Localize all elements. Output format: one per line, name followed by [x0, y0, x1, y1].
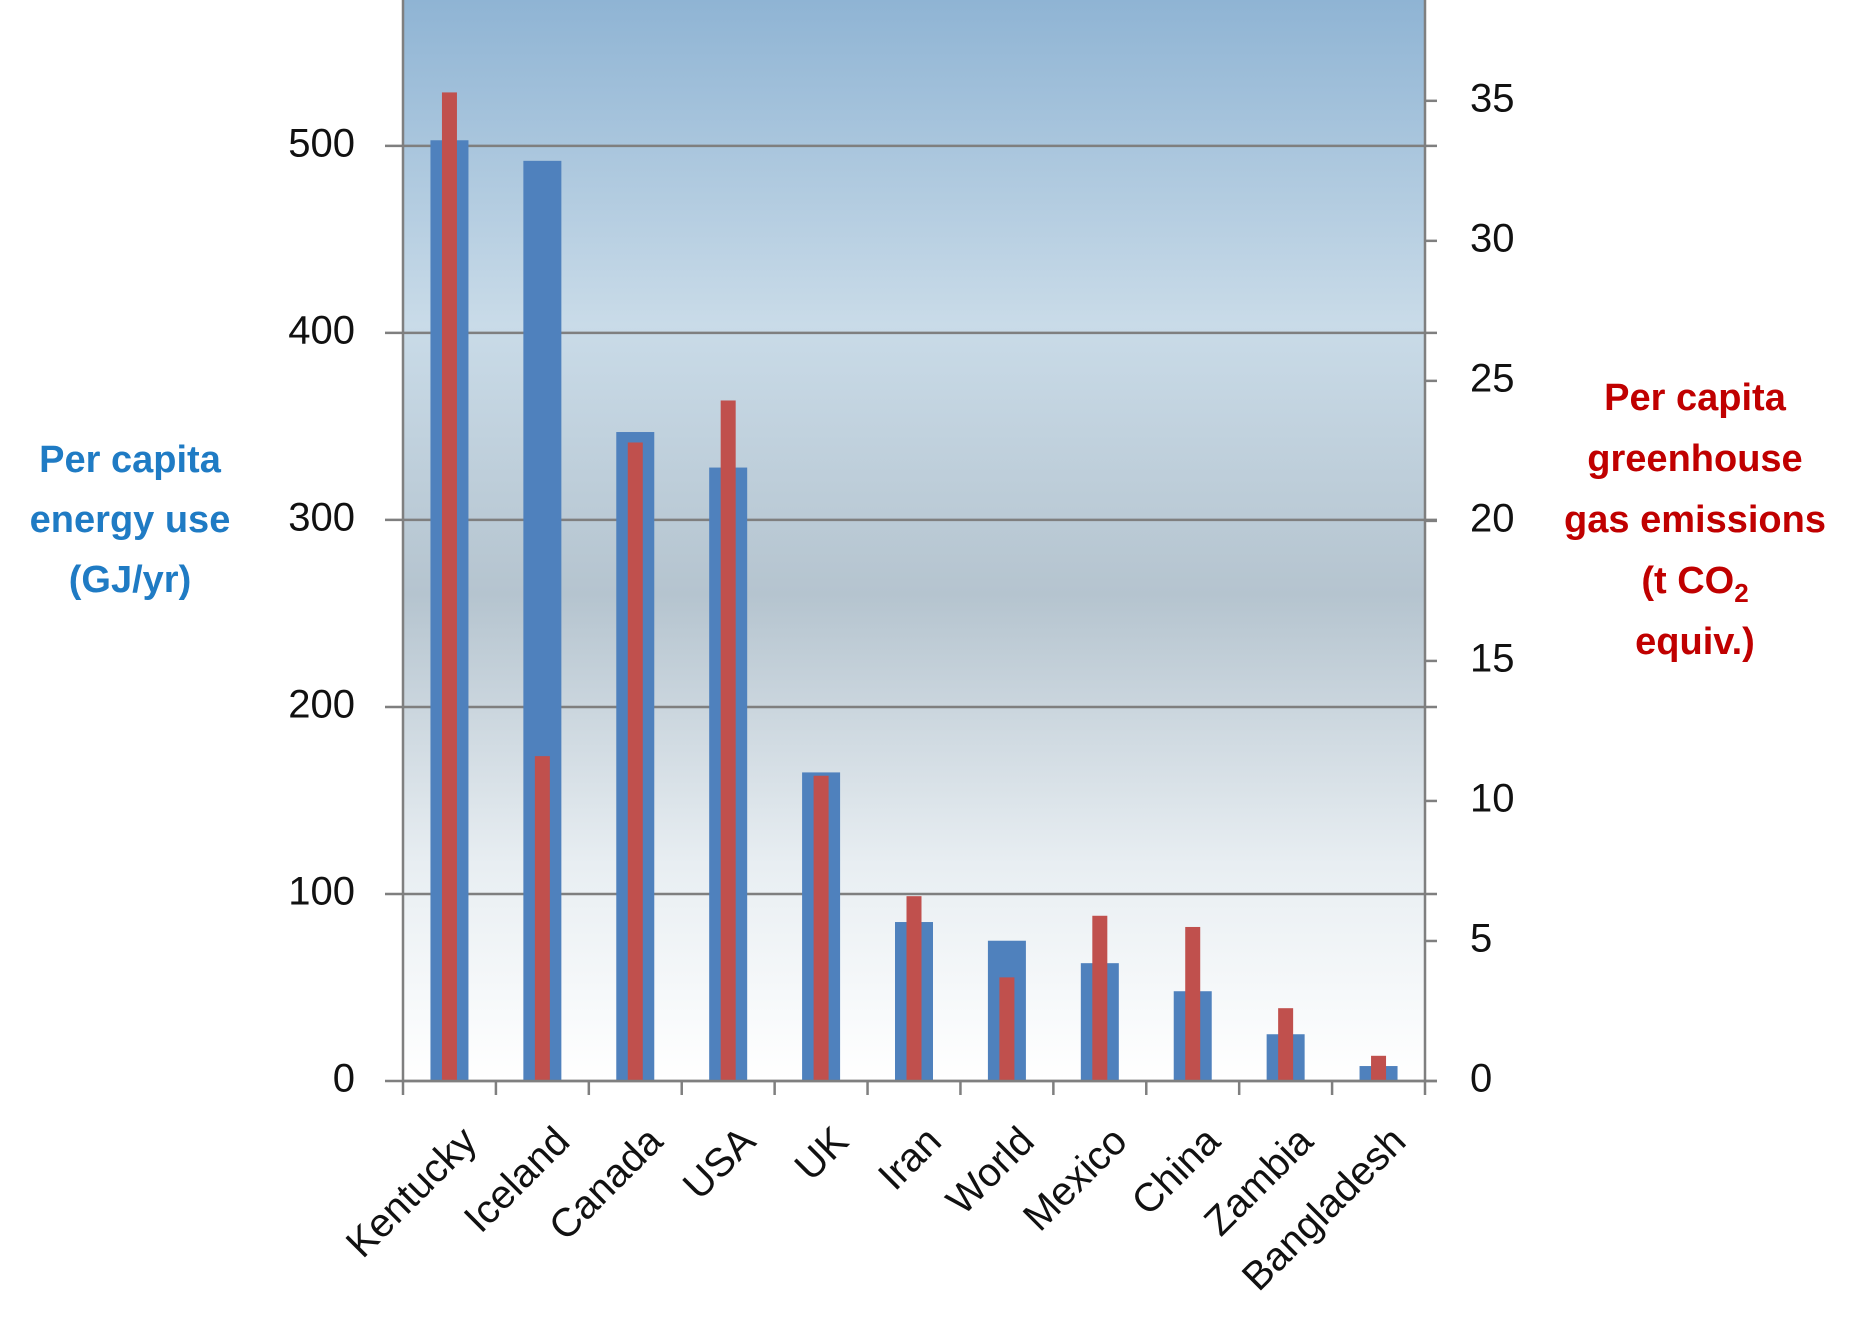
bar — [627, 442, 643, 1081]
bar — [906, 896, 922, 1081]
y-tick-label: 400 — [288, 308, 355, 352]
x-tick-label: UK — [787, 1119, 858, 1190]
y2-axis-title: (t CO2 — [1641, 560, 1748, 608]
y2-tick-label: 10 — [1470, 777, 1515, 821]
bar — [441, 92, 457, 1081]
bar — [1092, 915, 1108, 1081]
bar — [1371, 1055, 1387, 1081]
y-tick-label: 200 — [288, 683, 355, 727]
y-axis-title: energy use — [30, 499, 231, 541]
y-axis-title: (GJ/yr) — [69, 559, 191, 601]
y2-tick-label: 5 — [1470, 917, 1492, 961]
y2-tick-label: 0 — [1470, 1057, 1492, 1101]
x-tick-label: USA — [675, 1118, 764, 1207]
x-tick-label: Kentucky — [338, 1119, 485, 1266]
y2-tick-label: 15 — [1470, 636, 1515, 680]
y2-axis-title-part: (t CO — [1641, 560, 1734, 602]
bar — [813, 775, 829, 1081]
y2-tick-label: 30 — [1470, 216, 1515, 260]
bar — [720, 400, 736, 1081]
x-tick-label: Iran — [870, 1119, 950, 1199]
y2-tick-label: 35 — [1470, 76, 1515, 120]
y-axis-title: Per capita — [39, 439, 222, 481]
y2-tick-label: 20 — [1470, 496, 1515, 540]
y2-axis-title: equiv.) — [1635, 621, 1755, 663]
y2-axis-title: Per capita — [1604, 377, 1787, 419]
y2-axis-title: gas emissions — [1564, 499, 1826, 541]
x-tick-label: Mexico — [1015, 1119, 1136, 1240]
bar — [1278, 1008, 1294, 1081]
y-tick-label: 0 — [333, 1057, 355, 1101]
bar — [999, 977, 1015, 1081]
bar — [534, 756, 550, 1081]
y2-axis-title: greenhouse — [1587, 438, 1802, 480]
y-tick-label: 100 — [288, 870, 355, 914]
y-tick-label: 500 — [288, 121, 355, 165]
y-tick-label: 300 — [288, 495, 355, 539]
y2-axis-title-subscript: 2 — [1734, 578, 1748, 608]
y2-tick-label: 25 — [1470, 356, 1515, 400]
bar — [1185, 926, 1201, 1081]
